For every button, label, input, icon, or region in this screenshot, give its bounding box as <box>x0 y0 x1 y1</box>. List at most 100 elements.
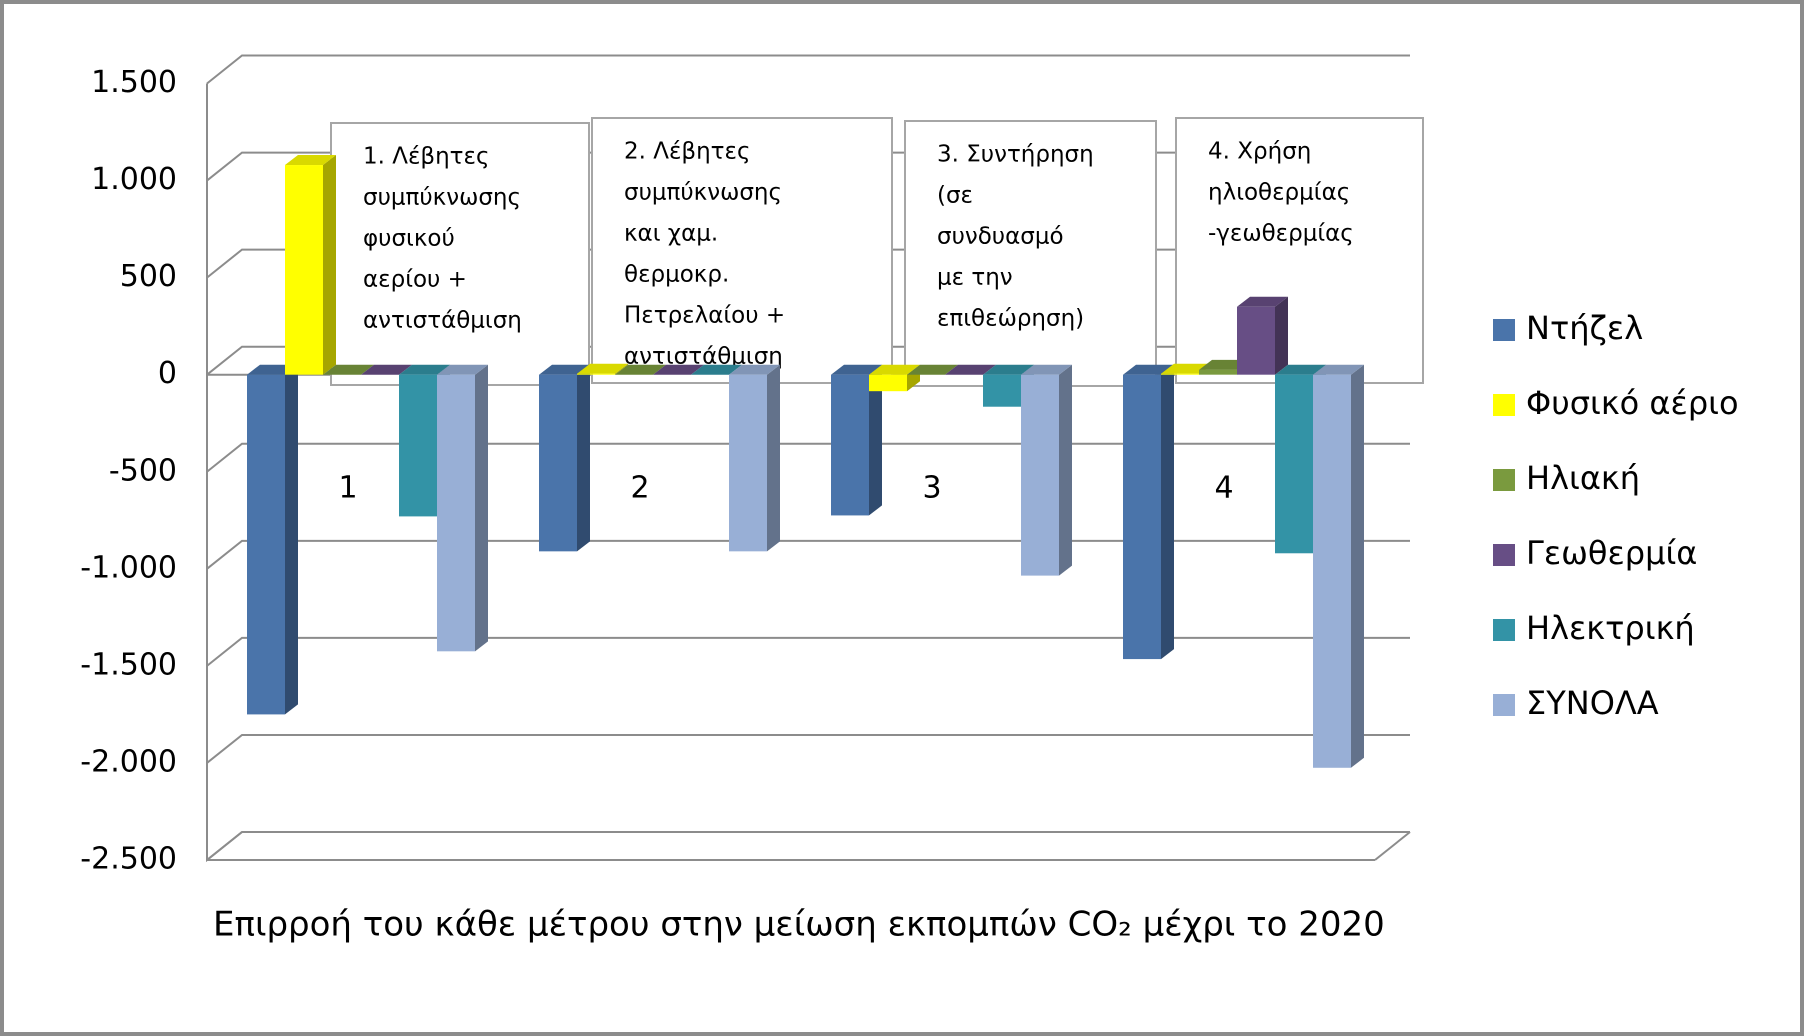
annotation-box <box>904 120 1157 387</box>
annotation-text: θερμοκρ. <box>624 262 729 288</box>
annotation-text: με την <box>937 265 1013 291</box>
grid-line <box>206 636 1410 667</box>
bar-top <box>361 364 412 375</box>
legend-swatch <box>1493 469 1515 491</box>
bar-top <box>1313 364 1364 375</box>
bar <box>831 374 869 516</box>
bar-side <box>615 363 628 375</box>
bar-side <box>1275 296 1288 375</box>
y-tick-label: 0 <box>158 356 177 391</box>
bar-top <box>539 364 590 375</box>
bar-top <box>323 364 374 375</box>
y-tick-label: -1.500 <box>80 647 177 682</box>
bar-top <box>729 364 780 375</box>
bar <box>399 374 437 517</box>
annotation-text: 2. Λέβητες <box>624 139 750 165</box>
legend-label: Φυσικό αέριο <box>1526 384 1739 422</box>
x-tick-label: 4 <box>1214 471 1233 506</box>
bar <box>285 165 323 375</box>
x-tick-label: 3 <box>922 471 941 506</box>
bar-top <box>399 364 450 375</box>
bar-top <box>615 364 666 375</box>
bar-top <box>577 363 628 374</box>
legend-label: Ντήζελ <box>1526 309 1643 347</box>
bar-top <box>945 364 996 375</box>
bar <box>1161 373 1199 375</box>
grid-line <box>206 54 1410 85</box>
annotation-box <box>1175 117 1424 384</box>
bar <box>1199 369 1237 375</box>
y-tick-label: 500 <box>120 259 177 294</box>
annotation-text: συμπύκνωσης <box>624 180 782 206</box>
annotation-box <box>330 122 590 386</box>
bar-top <box>831 364 882 375</box>
annotation-text: Πετρελαίου + <box>624 303 785 329</box>
legend-swatch <box>1493 544 1515 566</box>
annotation-text: και χαμ. <box>624 221 718 247</box>
bar-top <box>1021 364 1072 375</box>
bar <box>539 374 577 552</box>
legend-label: Ηλιακή <box>1526 459 1640 497</box>
bar-top <box>983 364 1034 375</box>
y-tick-label: -2.000 <box>80 744 177 779</box>
annotation-text: 3. Συντήρηση <box>937 142 1094 168</box>
bar <box>869 374 907 392</box>
bar-top <box>1237 296 1288 307</box>
bar-side <box>767 364 780 552</box>
bar-side <box>577 364 590 552</box>
grid-line <box>206 539 1410 570</box>
bar-side <box>869 364 882 516</box>
bar <box>1237 306 1275 375</box>
annotation-text: αντιστάθμιση <box>363 308 522 334</box>
bar-top <box>653 364 704 375</box>
annotation-text: (σε <box>937 183 973 209</box>
legend-label: ΣΥΝΟΛΑ <box>1526 684 1659 722</box>
grid-line <box>206 442 1410 473</box>
bar-side <box>475 364 488 652</box>
y-tick-label: -2.500 <box>80 842 177 877</box>
bar-top <box>1275 364 1326 375</box>
bar-side <box>323 155 336 375</box>
bar-side <box>1161 364 1174 660</box>
legend-swatch <box>1493 394 1515 416</box>
bar <box>1021 374 1059 576</box>
y-tick-label: 1.000 <box>91 162 177 197</box>
annotation-text: -γεωθερμίας <box>1208 221 1354 247</box>
bar-top <box>691 364 742 375</box>
chart-title: Επιρροή του κάθε μέτρου στην μείωση εκπο… <box>213 905 1385 945</box>
grid-line <box>206 733 1410 764</box>
grid-line <box>206 831 1410 861</box>
bar-top <box>1123 364 1174 375</box>
y-tick-label: 1.500 <box>91 65 177 100</box>
legend-label: Γεωθερμία <box>1526 534 1697 572</box>
floor-edge <box>1374 831 1411 861</box>
y-tick-label: -1.000 <box>80 550 177 585</box>
bar <box>577 373 615 375</box>
bar <box>729 374 767 552</box>
bar <box>247 374 285 715</box>
bar-top <box>869 364 920 375</box>
bar-top <box>285 155 336 166</box>
legend-label: Ηλεκτρική <box>1526 609 1695 647</box>
bar-side <box>285 364 298 715</box>
bar <box>1275 374 1313 554</box>
annotation-text: 4. Χρήση <box>1208 139 1311 165</box>
bar <box>437 374 475 652</box>
legend-swatch <box>1493 694 1515 716</box>
bar <box>1313 374 1351 768</box>
annotation-text: επιθεώρηση) <box>937 306 1084 332</box>
annotation-text: 1. Λέβητες <box>363 144 489 170</box>
legend-swatch <box>1493 319 1515 341</box>
annotation-text: συμπύκνωσης <box>363 185 521 211</box>
bar-side <box>1059 364 1072 576</box>
bar-top <box>907 364 958 375</box>
bar-top <box>437 364 488 375</box>
y-tick-label: -500 <box>109 453 177 488</box>
bar-side <box>1351 364 1364 768</box>
bar <box>1123 374 1161 660</box>
x-tick-label: 1 <box>338 471 357 506</box>
bar <box>983 374 1021 407</box>
annotation-text: συνδυασμό <box>937 224 1064 250</box>
annotation-text: ηλιοθερμίας <box>1208 180 1350 206</box>
